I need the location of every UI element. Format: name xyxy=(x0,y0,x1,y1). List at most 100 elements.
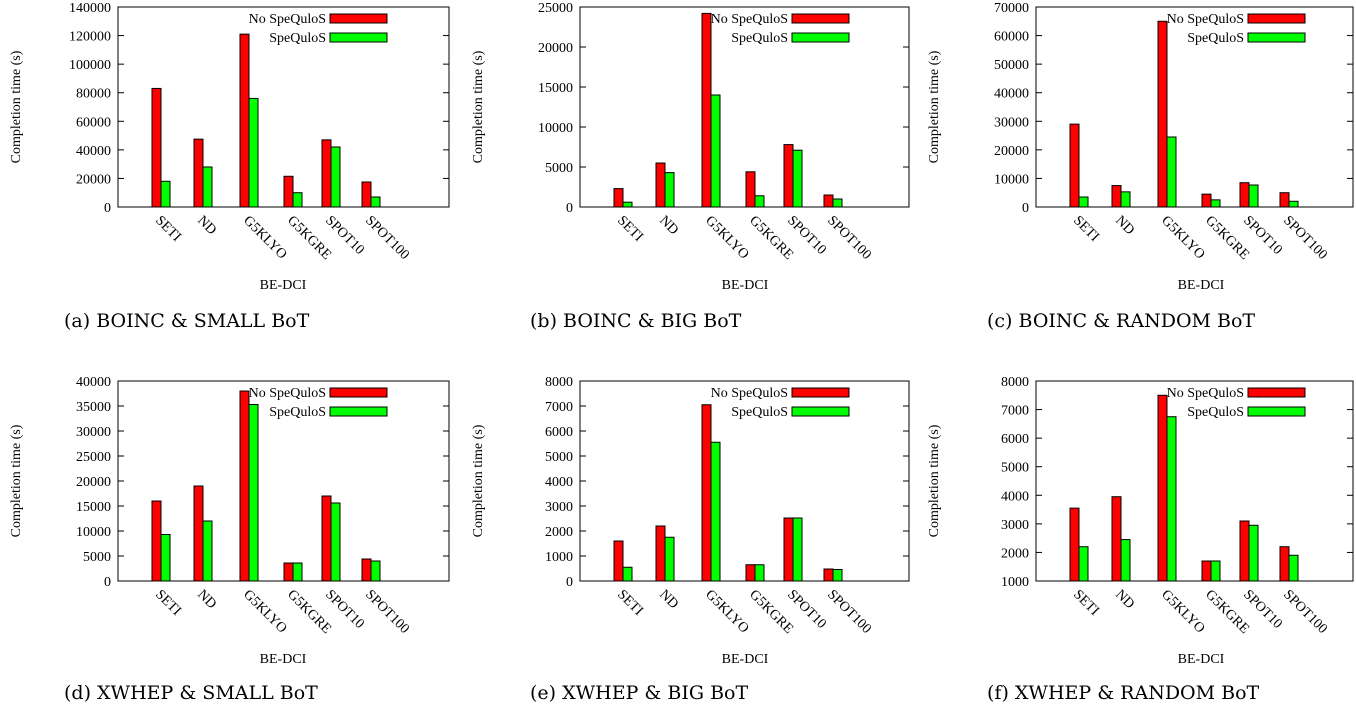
bar-spequlos-nd xyxy=(1120,539,1131,582)
x-tick-label: G5KLYO xyxy=(240,213,289,262)
legend-label-spequlos: SpeQuloS xyxy=(269,31,326,46)
bar-spequlos-nd xyxy=(664,172,675,208)
bar-spequlos-spot100 xyxy=(370,560,381,582)
x-tick-label: ND xyxy=(1112,213,1137,238)
y-tick-label: 5000 xyxy=(545,450,573,465)
bar-no-spequlos-nd xyxy=(655,525,666,582)
subfigure-caption: (c) BOINC & RANDOM BoT xyxy=(987,310,1255,332)
y-tick-label: 1000 xyxy=(545,550,573,565)
bar-no-spequlos-spot100 xyxy=(823,194,834,208)
y-tick-label: 60000 xyxy=(76,115,111,130)
y-tick-label: 25000 xyxy=(76,450,111,465)
bar-no-spequlos-g5klyo xyxy=(1157,394,1168,582)
y-axis-label: Completion time (s) xyxy=(471,50,486,163)
x-tick-label: G5KLYO xyxy=(1158,213,1207,262)
bar-spequlos-spot10 xyxy=(330,502,341,582)
bar-no-spequlos-seti xyxy=(1069,507,1080,582)
y-tick-label: 15000 xyxy=(76,500,111,515)
legend-swatch-no-spequlos xyxy=(329,13,388,24)
y-tick-label: 2000 xyxy=(1001,546,1029,561)
subfigure-caption: (f) XWHEP & RANDOM BoT xyxy=(987,682,1260,704)
x-tick-label: SPOT100 xyxy=(824,587,874,637)
legend-swatch-spequlos xyxy=(329,406,388,417)
bar-spequlos-spot10 xyxy=(792,517,803,582)
y-tick-label: 60000 xyxy=(994,30,1029,45)
bar-no-spequlos-spot10 xyxy=(321,139,332,208)
bar-no-spequlos-g5kgre xyxy=(283,562,294,582)
bar-spequlos-seti xyxy=(160,180,171,208)
x-axis-label: BE-DCI xyxy=(1178,278,1225,293)
x-tick-label: ND xyxy=(1112,587,1137,612)
bar-spequlos-spot100 xyxy=(832,198,843,208)
legend-label-no-spequlos: No SpeQuloS xyxy=(249,386,326,401)
bar-no-spequlos-g5kgre xyxy=(1201,560,1212,582)
bar-spequlos-g5klyo xyxy=(248,404,259,582)
y-tick-label: 40000 xyxy=(994,87,1029,102)
bar-no-spequlos-g5kgre xyxy=(283,175,294,208)
bar-no-spequlos-spot100 xyxy=(823,568,834,582)
x-axis-label: BE-DCI xyxy=(260,278,307,293)
chart-panel-c: 0 10000 20000 30000 40000 50000 60000 70000 Comp… xyxy=(927,1,1354,332)
bar-no-spequlos-g5klyo xyxy=(239,390,250,582)
x-axis-label: BE-DCI xyxy=(260,652,307,667)
bar-spequlos-spot100 xyxy=(1288,200,1299,208)
x-tick-label: G5KLYO xyxy=(1158,587,1207,636)
bar-spequlos-g5kgre xyxy=(292,562,303,582)
bar-no-spequlos-spot10 xyxy=(1239,520,1250,582)
x-tick-label: SETI xyxy=(1070,213,1102,245)
legend-swatch-no-spequlos xyxy=(791,13,850,24)
y-tick-label: 40000 xyxy=(76,144,111,159)
y-tick-label: 10000 xyxy=(538,121,573,136)
subfigure-caption: (a) BOINC & SMALL BoT xyxy=(64,310,310,332)
y-tick-label: 0 xyxy=(104,575,111,590)
subfigure-caption: (b) BOINC & BIG BoT xyxy=(530,310,742,332)
bar-spequlos-spot10 xyxy=(1248,524,1259,582)
y-tick-label: 100000 xyxy=(69,58,111,73)
y-tick-label: 20000 xyxy=(538,41,573,56)
bar-spequlos-seti xyxy=(160,534,171,582)
bar-no-spequlos-seti xyxy=(1069,123,1080,208)
y-axis-label: Completion time (s) xyxy=(9,50,24,163)
x-tick-label: SETI xyxy=(152,213,184,245)
y-tick-label: 0 xyxy=(104,201,111,216)
x-tick-label: ND xyxy=(656,587,681,612)
y-tick-label: 1000 xyxy=(1001,575,1029,590)
y-tick-label: 7000 xyxy=(1001,404,1029,419)
y-tick-label: 40000 xyxy=(76,375,111,390)
bar-no-spequlos-spot10 xyxy=(783,144,794,208)
x-tick-label: G5KLYO xyxy=(240,587,289,636)
x-tick-label: G5KLYO xyxy=(702,213,751,262)
bar-no-spequlos-spot100 xyxy=(1279,546,1290,582)
bar-spequlos-g5klyo xyxy=(710,94,721,208)
bar-spequlos-g5kgre xyxy=(292,192,303,208)
chart-panel-a: 0 20000 40000 60000 80000 100000 120000 140000 C… xyxy=(9,1,450,332)
y-tick-label: 0 xyxy=(566,575,573,590)
bar-spequlos-nd xyxy=(664,536,675,582)
y-tick-label: 0 xyxy=(566,201,573,216)
x-axis-label: BE-DCI xyxy=(1178,652,1225,667)
bar-no-spequlos-g5klyo xyxy=(239,33,250,208)
legend-label-no-spequlos: No SpeQuloS xyxy=(249,12,326,27)
y-tick-label: 50000 xyxy=(994,58,1029,73)
bar-no-spequlos-spot10 xyxy=(783,517,794,582)
x-tick-label: SETI xyxy=(614,587,646,619)
legend-label-no-spequlos: No SpeQuloS xyxy=(1167,386,1244,401)
bar-spequlos-spot100 xyxy=(1288,554,1299,582)
subfigure-caption: (e) XWHEP & BIG BoT xyxy=(530,682,748,704)
x-tick-label: SETI xyxy=(614,213,646,245)
y-tick-label: 5000 xyxy=(1001,461,1029,476)
x-tick-label: SPOT100 xyxy=(362,587,412,637)
x-tick-label: SPOT100 xyxy=(362,213,412,263)
legend-swatch-spequlos xyxy=(329,32,388,43)
y-tick-label: 8000 xyxy=(545,375,573,390)
y-tick-label: 70000 xyxy=(994,1,1029,16)
y-tick-label: 120000 xyxy=(69,30,111,45)
y-axis-label: Completion time (s) xyxy=(927,50,942,163)
y-axis-label: Completion time (s) xyxy=(471,424,486,537)
legend-label-no-spequlos: No SpeQuloS xyxy=(711,12,788,27)
bar-no-spequlos-g5kgre xyxy=(745,564,756,582)
y-tick-label: 10000 xyxy=(994,172,1029,187)
bar-spequlos-g5kgre xyxy=(1210,560,1221,582)
plot-frame xyxy=(1035,380,1354,582)
